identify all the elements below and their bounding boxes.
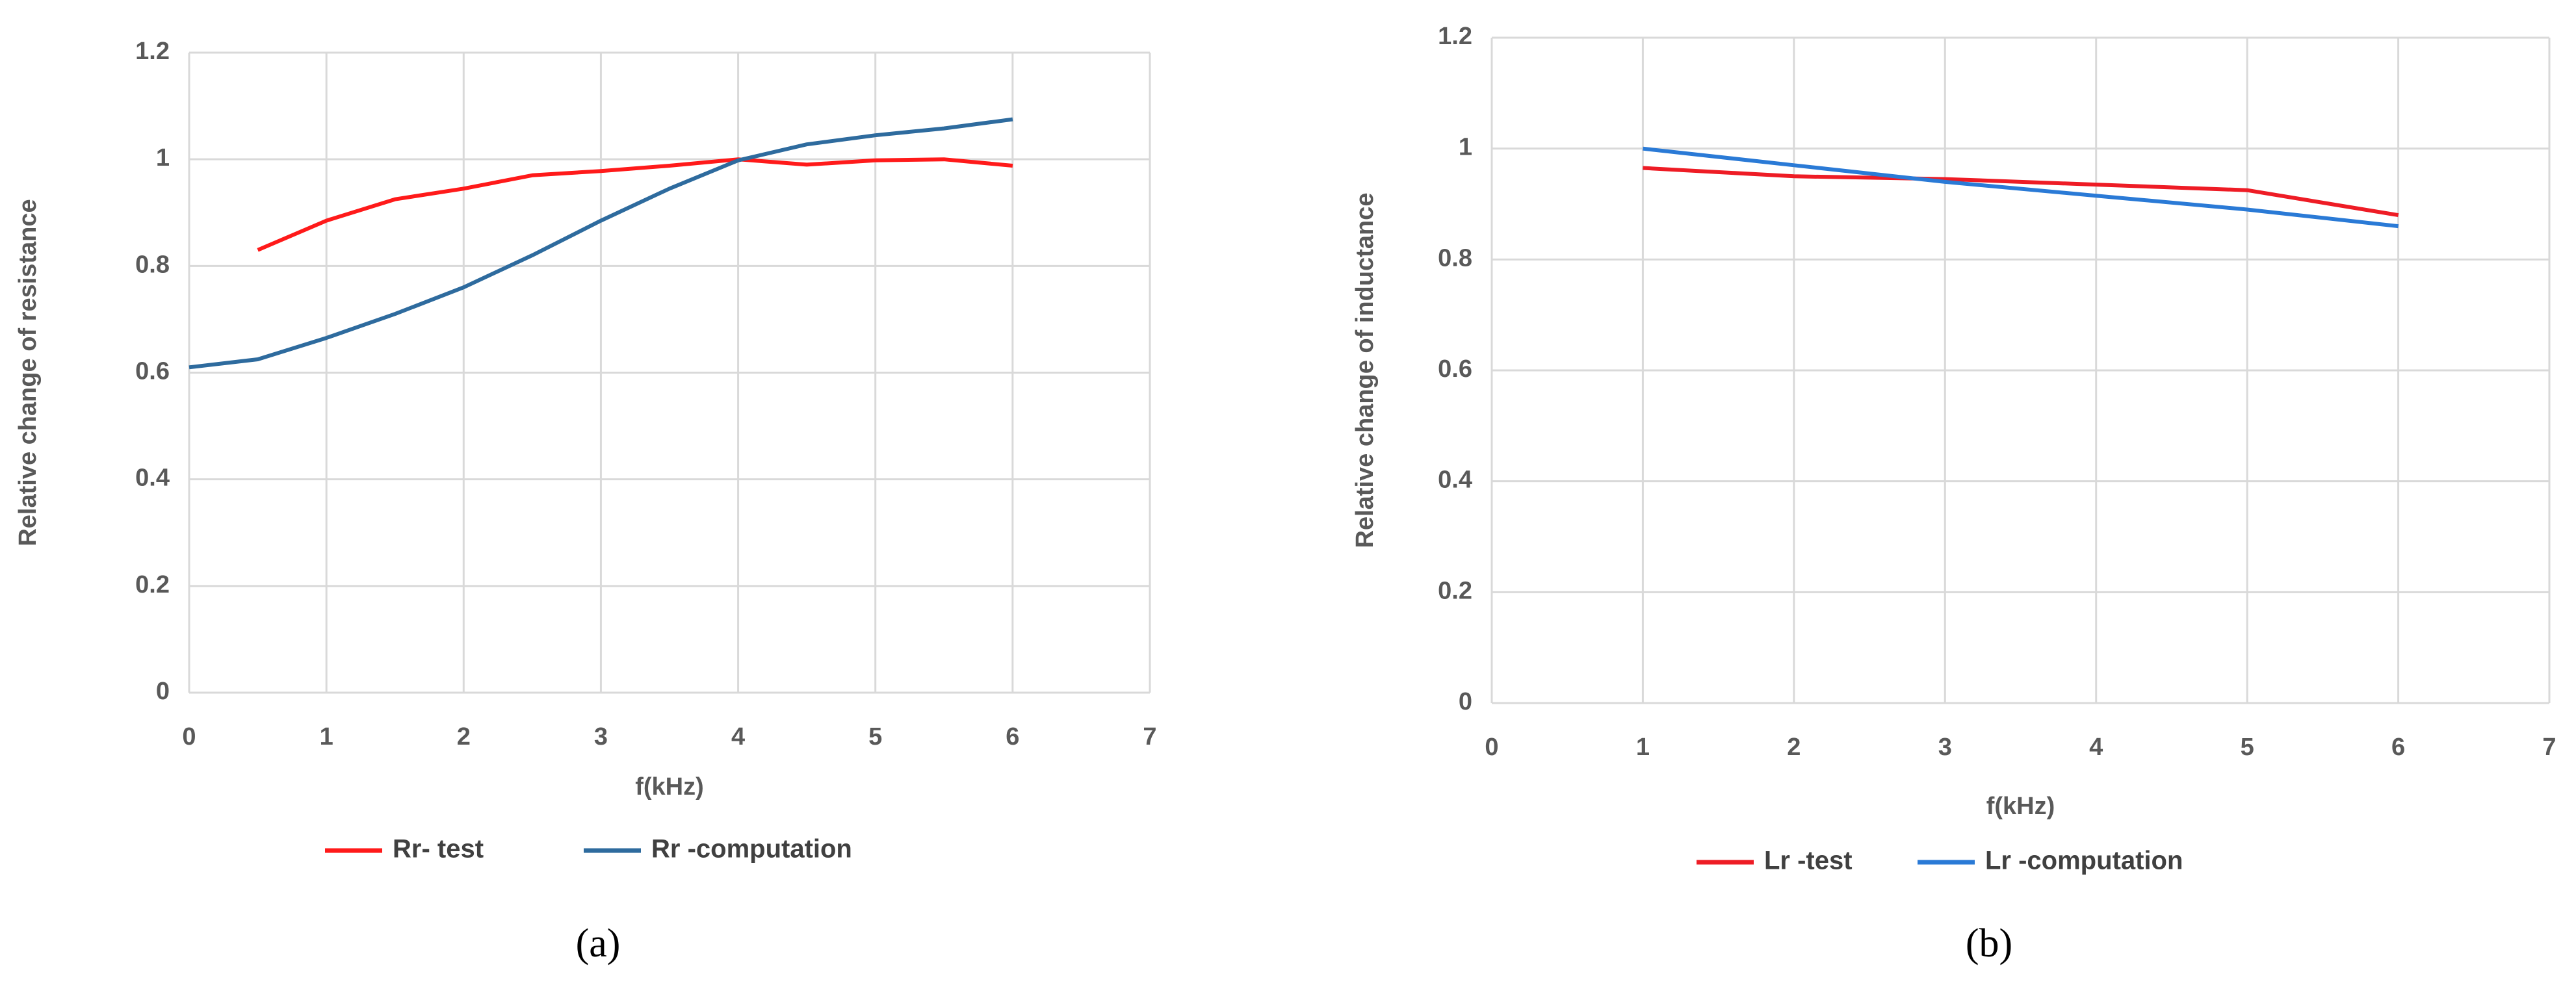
x-tick-label: 4 — [731, 723, 745, 750]
y-tick-label: 0.2 — [1438, 577, 1472, 604]
x-axis-title: f(kHz) — [1986, 793, 2055, 820]
x-tick-label: 1 — [1636, 734, 1650, 761]
y-tick-label: 0 — [1459, 688, 1472, 715]
x-tick-label: 3 — [594, 723, 608, 750]
x-tick-label: 0 — [182, 723, 196, 750]
x-tick-label: 7 — [2542, 734, 2556, 761]
y-tick-label: 0.4 — [1438, 467, 1472, 494]
x-tick-label: 7 — [1143, 723, 1156, 750]
x-tick-label: 5 — [868, 723, 882, 750]
x-tick-label: 0 — [1485, 734, 1498, 761]
x-tick-label: 1 — [320, 723, 333, 750]
y-tick-label: 1 — [1459, 134, 1472, 161]
data-line — [1643, 146, 2399, 229]
y-tick-label: 0.2 — [135, 571, 170, 598]
y-tick-label: 1 — [156, 144, 170, 172]
y-tick-label: 0.8 — [135, 251, 170, 278]
y-tick-label: 0 — [156, 678, 170, 705]
y-axis-title: Relative change of resistance — [14, 199, 42, 546]
x-tick-label: 6 — [1006, 723, 1019, 750]
data-line — [189, 117, 1013, 370]
y-axis-title: Relative change of inductance — [1351, 193, 1379, 548]
x-tick-label: 3 — [1938, 734, 1952, 761]
legend-label: Lr -computation — [1985, 847, 2183, 875]
x-tick-label: 5 — [2241, 734, 2254, 761]
y-tick-label: 0.6 — [1438, 355, 1472, 383]
x-tick-label: 4 — [2089, 734, 2103, 761]
data-line — [1643, 166, 2399, 218]
data-line — [257, 157, 1013, 252]
caption: (b) — [1966, 921, 2012, 966]
legend-label: Rr -computation — [651, 835, 852, 864]
y-tick-label: 0.6 — [135, 358, 170, 385]
y-tick-label: 0.8 — [1438, 244, 1472, 272]
y-tick-label: 1.2 — [1438, 23, 1472, 50]
caption: (a) — [576, 921, 621, 966]
legend-label: Lr -test — [1764, 847, 1853, 875]
x-tick-label: 2 — [1787, 734, 1801, 761]
x-tick-label: 2 — [457, 723, 471, 750]
x-tick-label: 6 — [2391, 734, 2405, 761]
y-tick-label: 0.4 — [135, 465, 170, 492]
y-tick-label: 1.2 — [135, 38, 170, 65]
x-axis-title: f(kHz) — [635, 773, 704, 801]
legend-label: Rr- test — [393, 835, 484, 864]
